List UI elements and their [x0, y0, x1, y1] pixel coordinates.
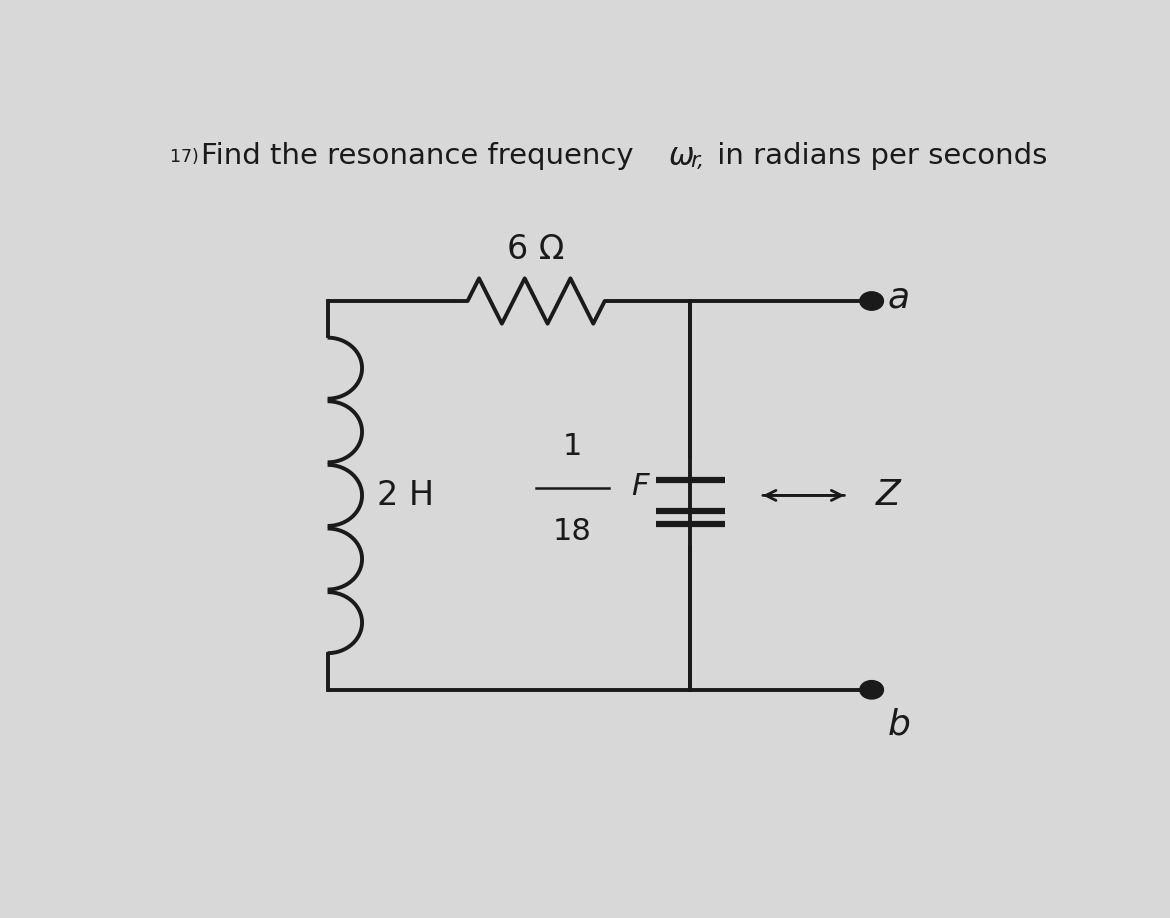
Circle shape [860, 292, 883, 310]
Text: Find the resonance frequency: Find the resonance frequency [201, 142, 642, 170]
Text: 6 Ω: 6 Ω [508, 232, 565, 265]
Text: 18: 18 [553, 517, 592, 545]
Text: r,: r, [690, 151, 704, 171]
Text: ω: ω [668, 142, 694, 171]
Text: $_{17)}$: $_{17)}$ [168, 142, 199, 166]
Text: 1: 1 [563, 432, 583, 462]
Text: in radians per seconds: in radians per seconds [708, 142, 1048, 170]
Text: Z: Z [876, 478, 901, 512]
Text: b: b [888, 708, 911, 742]
Text: a: a [888, 281, 910, 315]
Circle shape [860, 680, 883, 699]
Text: F: F [632, 473, 649, 501]
Text: 2 H: 2 H [378, 479, 434, 512]
